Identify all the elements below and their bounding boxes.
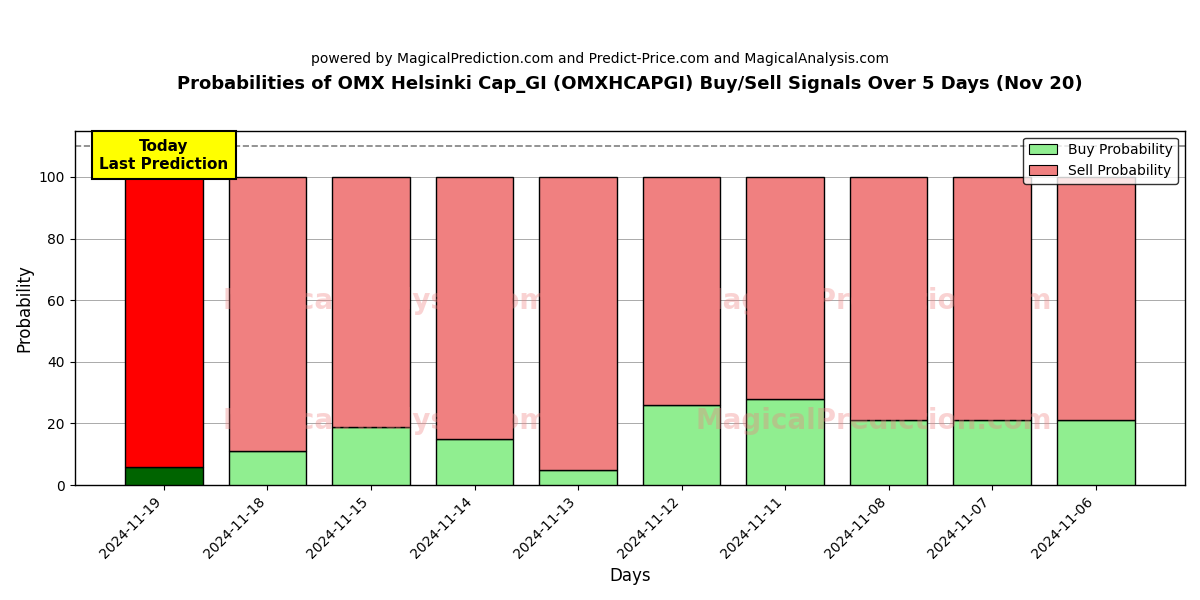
Bar — [125, 177, 203, 467]
Bar — [332, 177, 410, 427]
Text: powered by MagicalPrediction.com and Predict-Price.com and MagicalAnalysis.com: powered by MagicalPrediction.com and Pre… — [311, 52, 889, 66]
Bar — [229, 177, 306, 451]
Bar — [539, 470, 617, 485]
Y-axis label: Probability: Probability — [16, 264, 34, 352]
Bar — [1057, 421, 1134, 485]
Bar — [746, 177, 824, 399]
Bar — [850, 421, 928, 485]
Bar — [746, 399, 824, 485]
Bar — [125, 467, 203, 485]
X-axis label: Days: Days — [610, 567, 650, 585]
Text: MagicalPrediction.com: MagicalPrediction.com — [696, 287, 1052, 315]
Bar — [953, 177, 1031, 421]
Text: Today
Last Prediction: Today Last Prediction — [100, 139, 228, 172]
Bar — [953, 421, 1031, 485]
Bar — [229, 451, 306, 485]
Bar — [1057, 177, 1134, 421]
Bar — [643, 177, 720, 405]
Bar — [643, 405, 720, 485]
Text: MagicalAnalysis.com: MagicalAnalysis.com — [222, 287, 548, 315]
Bar — [850, 177, 928, 421]
Title: Probabilities of OMX Helsinki Cap_GI (OMXHCAPGI) Buy/Sell Signals Over 5 Days (N: Probabilities of OMX Helsinki Cap_GI (OM… — [178, 75, 1082, 93]
Legend: Buy Probability, Sell Probability: Buy Probability, Sell Probability — [1024, 137, 1178, 184]
Text: MagicalPrediction.com: MagicalPrediction.com — [696, 407, 1052, 435]
Bar — [332, 427, 410, 485]
Bar — [539, 177, 617, 470]
Text: MagicalAnalysis.com: MagicalAnalysis.com — [222, 407, 548, 435]
Bar — [436, 177, 514, 439]
Bar — [436, 439, 514, 485]
